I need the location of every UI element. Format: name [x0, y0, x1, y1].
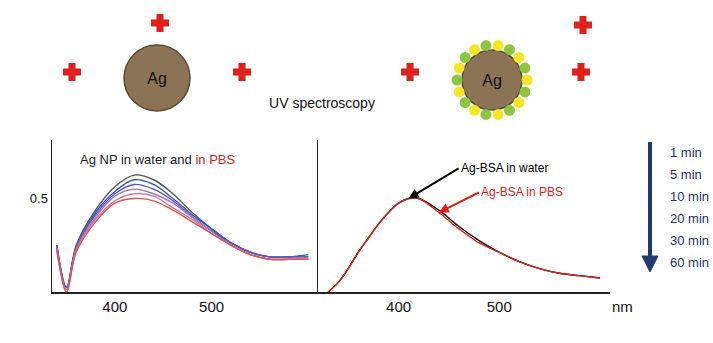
svg-text:5 min: 5 min [670, 167, 702, 182]
svg-text:Ag: Ag [482, 72, 502, 89]
svg-text:60 min: 60 min [670, 255, 709, 270]
svg-text:0.5: 0.5 [30, 191, 48, 206]
svg-text:20 min: 20 min [670, 211, 709, 226]
svg-text:Ag: Ag [147, 70, 167, 87]
svg-text:UV spectroscopy: UV spectroscopy [269, 95, 375, 111]
svg-text:500: 500 [487, 298, 512, 315]
svg-text:30 min: 30 min [670, 233, 709, 248]
svg-text:10 min: 10 min [670, 189, 709, 204]
svg-text:500: 500 [199, 298, 224, 315]
svg-text:Ag-BSA in water: Ag-BSA in water [461, 161, 548, 175]
svg-text:Ag NP in water and in PBS: Ag NP in water and in PBS [80, 152, 235, 167]
svg-text:nm: nm [612, 298, 633, 315]
svg-text:400: 400 [386, 298, 411, 315]
svg-text:1 min: 1 min [670, 145, 702, 160]
svg-text:400: 400 [102, 298, 127, 315]
svg-text:Ag-BSA in PBS: Ag-BSA in PBS [481, 185, 563, 199]
